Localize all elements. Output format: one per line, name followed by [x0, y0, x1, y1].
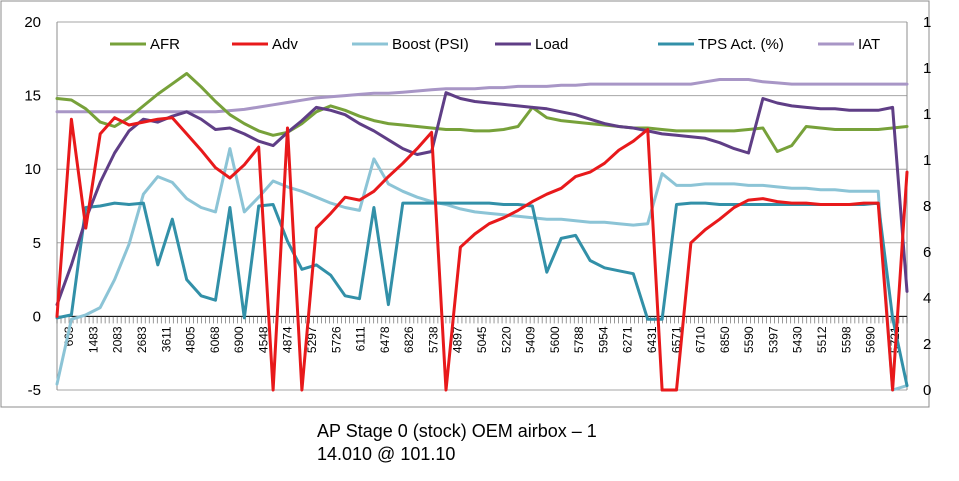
legend-item-tps-act: TPS Act. (%): [658, 36, 784, 53]
series-line-boost-psi: [55, 147, 909, 392]
x-tick-label: 5512: [815, 326, 829, 353]
legend-label: AFR: [150, 36, 180, 53]
x-tick-label: 4548: [256, 326, 270, 353]
x-tick-label: 5297: [305, 326, 319, 353]
x-tick-label: 5397: [766, 326, 780, 353]
x-tick-label: 6850: [718, 326, 732, 353]
series-line-load: [55, 91, 909, 307]
x-tick-label: 4897: [451, 326, 465, 353]
x-tick-label: 5220: [499, 326, 513, 353]
legend-label: Boost (PSI): [392, 36, 469, 53]
y-tick-label: 0: [33, 308, 41, 325]
x-tick-label: 5726: [329, 326, 343, 353]
x-tick-label: 5738: [426, 326, 440, 353]
y-tick-label: -5: [28, 382, 41, 399]
legend-item-afr: AFR: [110, 36, 180, 53]
series-line-iat: [55, 78, 909, 114]
y2-tick-label: 40: [923, 290, 931, 307]
x-tick-label: 3611: [159, 326, 173, 352]
x-tick-label: 4805: [184, 326, 198, 353]
y2-tick-label: 20: [923, 336, 931, 353]
y2-tick-label: 100: [923, 152, 931, 169]
x-tick-label: 5788: [572, 326, 586, 353]
y2-tick-label: 140: [923, 60, 931, 77]
legend-item-iat: IAT: [818, 36, 880, 53]
series-layer: [55, 72, 909, 392]
series-line-afr: [55, 72, 909, 153]
y2-tick-label: 160: [923, 14, 931, 31]
y-axis-left: -5 0 5 10 15 20: [24, 14, 41, 399]
legend-label: Adv: [272, 36, 298, 53]
y-tick-label: 15: [24, 88, 41, 105]
x-tick-label: 5430: [791, 326, 805, 353]
legend-item-adv: Adv: [232, 36, 298, 53]
series-line-adv: [55, 116, 909, 392]
legend-item-boost-psi: Boost (PSI): [352, 36, 469, 53]
legend-label: Load: [535, 36, 568, 53]
x-tick-label: 5690: [864, 326, 878, 353]
x-tick-label: 5600: [548, 326, 562, 353]
x-tick-label: 6900: [232, 326, 246, 353]
x-tick-label: 1483: [86, 326, 100, 353]
chart-frame: 663 1483 2083 2683 3611 4805 6068 6900 4548 4874 5…: [0, 0, 931, 408]
x-tick-label: 6710: [694, 326, 708, 353]
x-tick-label: 6478: [378, 326, 392, 353]
caption-line-1: AP Stage 0 (stock) OEM airbox – 1: [317, 421, 597, 441]
x-tick-label: 6431: [645, 326, 659, 353]
x-tick-label: 5954: [596, 326, 610, 353]
x-tick-label: 5045: [475, 326, 489, 353]
y-tick-label: 10: [24, 161, 41, 178]
legend-label: IAT: [858, 36, 880, 53]
x-tick-label: 6826: [402, 326, 416, 353]
y2-tick-label: 60: [923, 244, 931, 261]
legend-item-load: Load: [495, 36, 568, 53]
y2-tick-label: 120: [923, 106, 931, 123]
x-tick-label: 5590: [742, 326, 756, 353]
series-line-tps-act: [55, 201, 909, 388]
legend: AFR Adv Boost (PSI) Load TPS Act. (%) IAT: [110, 36, 880, 53]
caption: AP Stage 0 (stock) OEM airbox – 1 14.010…: [317, 420, 597, 466]
x-tick-label: 5409: [524, 326, 538, 353]
x-tick-label: 5598: [839, 326, 853, 353]
caption-line-2: 14.010 @ 101.10: [317, 444, 456, 464]
x-tick-label: 2683: [135, 326, 149, 353]
y-tick-label: 20: [24, 14, 41, 31]
y2-tick-label: 80: [923, 198, 931, 215]
x-tick-label: 6111: [354, 326, 368, 351]
x-tick-label: 6271: [621, 326, 635, 353]
x-tick-label: 4874: [281, 326, 295, 353]
y-tick-label: 5: [33, 235, 41, 252]
x-axis: 663 1483 2083 2683 3611 4805 6068 6900 4548 4874 5…: [56, 315, 908, 353]
y2-tick-label: 0: [923, 382, 931, 399]
legend-label: TPS Act. (%): [698, 36, 784, 53]
x-tick-label: 6068: [208, 326, 222, 353]
x-tick-label: 2083: [111, 326, 125, 353]
y-axis-right: 0 20 40 60 80 100 120 140 160: [923, 14, 931, 399]
